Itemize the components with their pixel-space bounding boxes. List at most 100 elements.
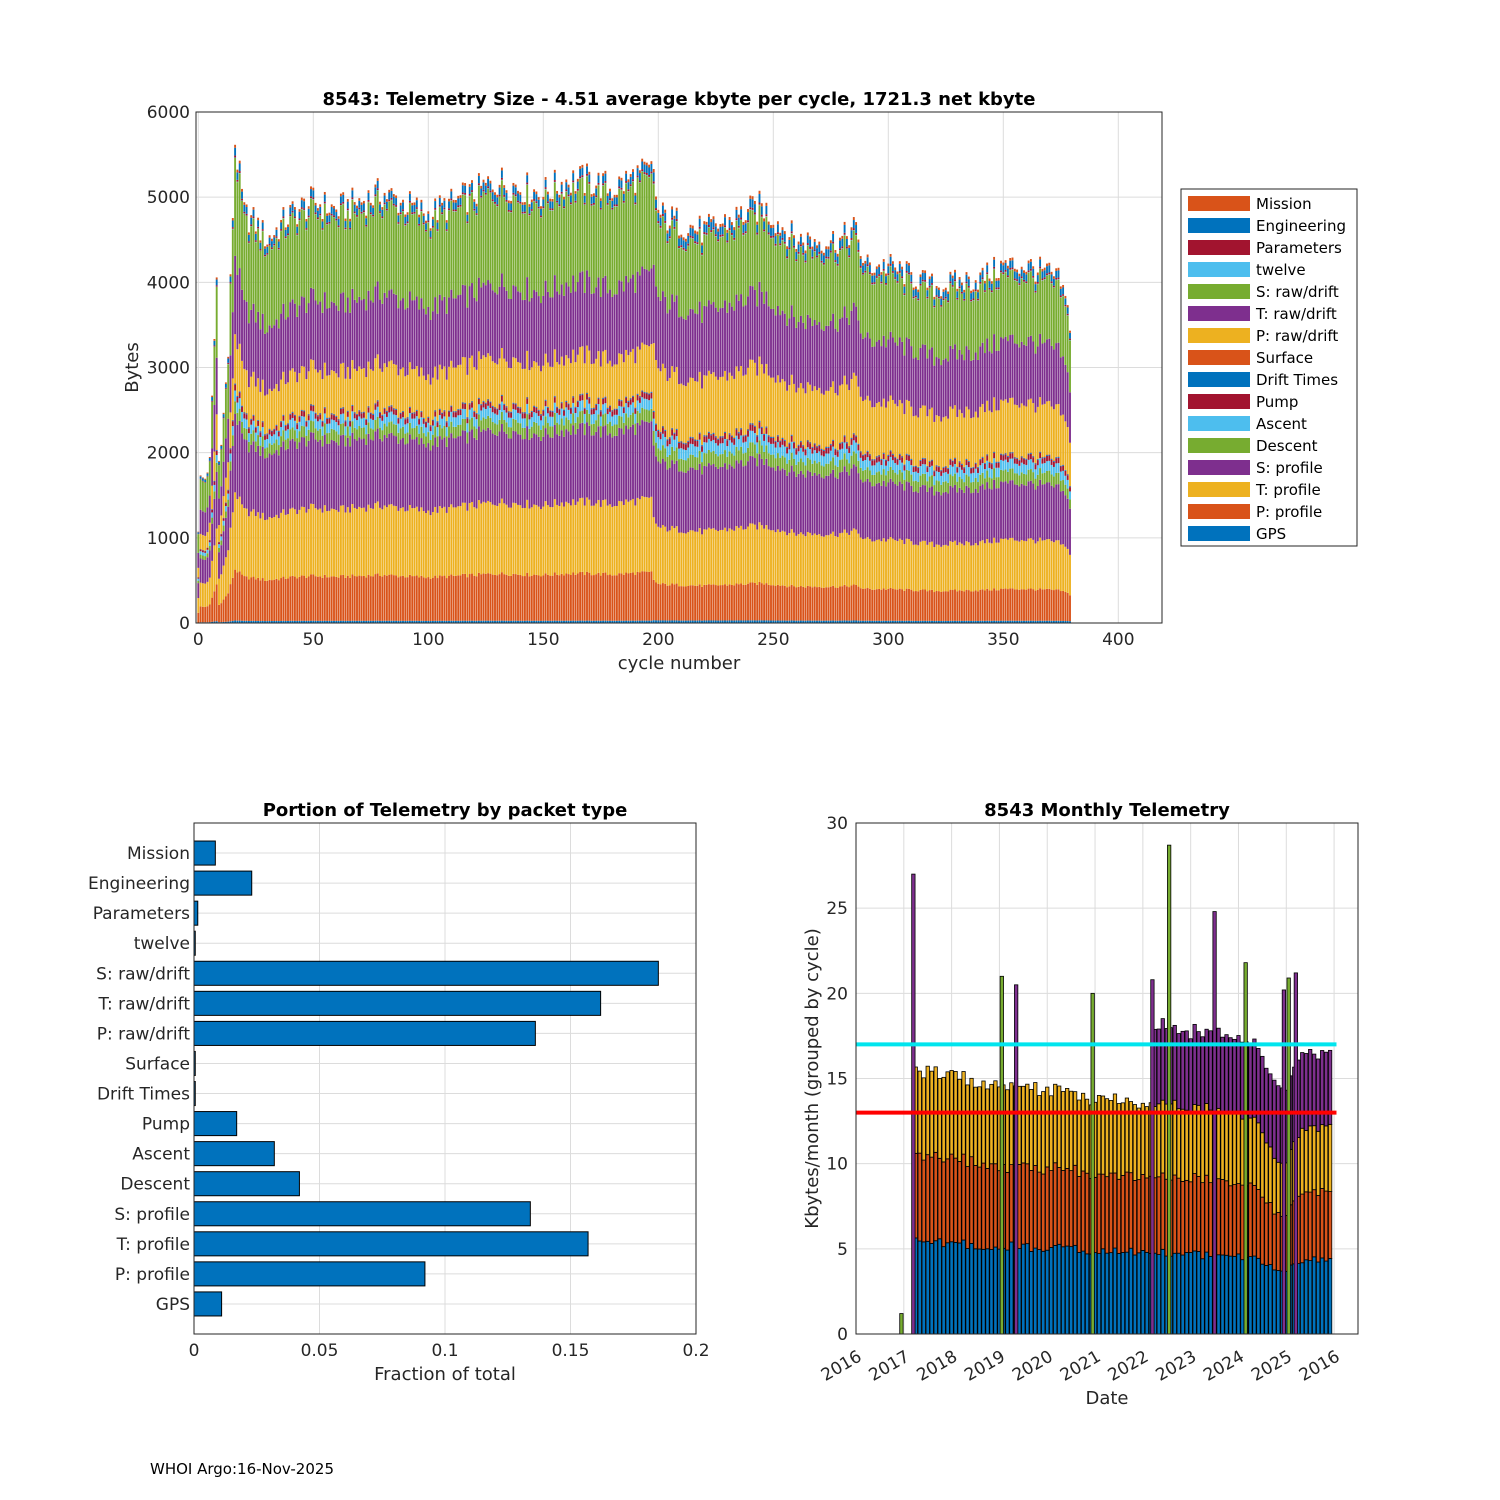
bar-segment	[804, 262, 807, 330]
cycle-bar	[724, 214, 726, 623]
bar-segment	[556, 407, 559, 413]
bar-segment	[581, 394, 584, 401]
bar-segment	[735, 583, 738, 621]
bar-segment	[459, 197, 462, 205]
bar-segment	[261, 427, 264, 437]
bar-segment	[818, 251, 821, 254]
bar-segment	[494, 620, 496, 623]
bar-segment	[413, 413, 416, 419]
bar-segment	[425, 513, 427, 579]
bar-segment	[434, 416, 437, 427]
bar-segment	[298, 442, 301, 510]
bar-segment	[563, 425, 565, 437]
bar-segment	[687, 246, 690, 316]
cycle-bar	[652, 169, 655, 623]
bar-segment	[643, 268, 646, 345]
bar-segment	[425, 436, 427, 448]
cycle-bar	[597, 172, 600, 623]
bar-segment	[728, 217, 731, 221]
bar-segment	[717, 456, 720, 469]
bar-segment	[703, 435, 706, 437]
bar-segment	[551, 437, 554, 508]
bar-segment	[666, 243, 669, 314]
bar-segment	[586, 345, 588, 393]
bar-segment	[636, 168, 639, 176]
bar-segment	[471, 180, 473, 183]
bar-segment	[517, 434, 519, 505]
bar-segment	[365, 377, 368, 419]
bar-segment	[542, 620, 545, 623]
bar-segment	[254, 322, 257, 387]
bar-segment	[806, 457, 809, 471]
bar-segment	[215, 277, 218, 280]
bar-segment	[422, 443, 425, 512]
bar-segment	[749, 209, 752, 286]
bar-segment	[466, 510, 469, 578]
bar-segment	[749, 285, 752, 360]
bar-segment	[836, 536, 839, 588]
bar-segment	[296, 233, 299, 235]
bar-segment	[282, 415, 285, 421]
bar-segment	[448, 437, 450, 508]
bar-segment	[795, 620, 798, 623]
bar-segment	[620, 573, 623, 621]
bar-segment	[330, 414, 333, 420]
bar-segment	[765, 426, 768, 428]
bar-segment	[326, 443, 329, 512]
cycle-bar	[569, 192, 572, 623]
bar-segment	[257, 228, 260, 312]
bar-segment	[427, 211, 430, 214]
bar-segment	[344, 229, 347, 313]
bar-segment	[491, 422, 494, 434]
bar-segment	[526, 175, 529, 183]
bar-segment	[836, 450, 839, 452]
bar-segment	[323, 191, 326, 195]
bar-segment	[231, 426, 234, 436]
bar-segment	[395, 409, 398, 416]
bar-segment	[328, 308, 331, 376]
bar-segment	[772, 620, 775, 623]
bar-segment	[374, 404, 377, 410]
cycle-bar	[369, 202, 372, 623]
bar-segment	[450, 620, 453, 623]
bar-segment	[236, 172, 239, 180]
cycle-bar	[252, 207, 255, 623]
bar-segment	[553, 396, 556, 398]
bar-segment	[528, 301, 531, 371]
bar-segment	[701, 534, 703, 587]
bar-segment	[604, 413, 607, 426]
bar-segment	[333, 414, 335, 416]
bar-segment	[250, 217, 253, 225]
bar-segment	[560, 430, 563, 503]
bar-segment	[307, 371, 310, 414]
bar-segment	[689, 377, 692, 437]
bar-segment	[222, 531, 225, 566]
bar-segment	[615, 409, 618, 415]
bar-segment	[220, 515, 223, 534]
bar-segment	[517, 362, 519, 407]
bar-segment	[406, 374, 409, 417]
bar-segment	[772, 224, 775, 228]
bar-segment	[252, 371, 255, 415]
bar-segment	[636, 393, 639, 395]
bar-segment	[781, 585, 784, 621]
bar-segment	[682, 240, 685, 248]
bar-segment	[238, 160, 241, 164]
bar-segment	[747, 436, 749, 448]
bar-segment	[517, 291, 519, 363]
bar-segment	[277, 391, 280, 431]
bar-segment	[500, 273, 503, 348]
bar-segment	[753, 426, 756, 434]
bar-segment	[680, 620, 683, 623]
bar-segment	[586, 173, 588, 176]
bar-segment	[714, 529, 717, 586]
bar-segment	[319, 413, 322, 415]
bar-segment	[795, 449, 798, 455]
bar-segment	[724, 438, 726, 451]
bar-segment	[247, 579, 250, 622]
bar-segment	[434, 366, 437, 411]
bar-segment	[521, 427, 524, 440]
bar-segment	[733, 227, 736, 231]
cycle-bar	[627, 179, 630, 623]
bar-segment	[569, 408, 572, 414]
